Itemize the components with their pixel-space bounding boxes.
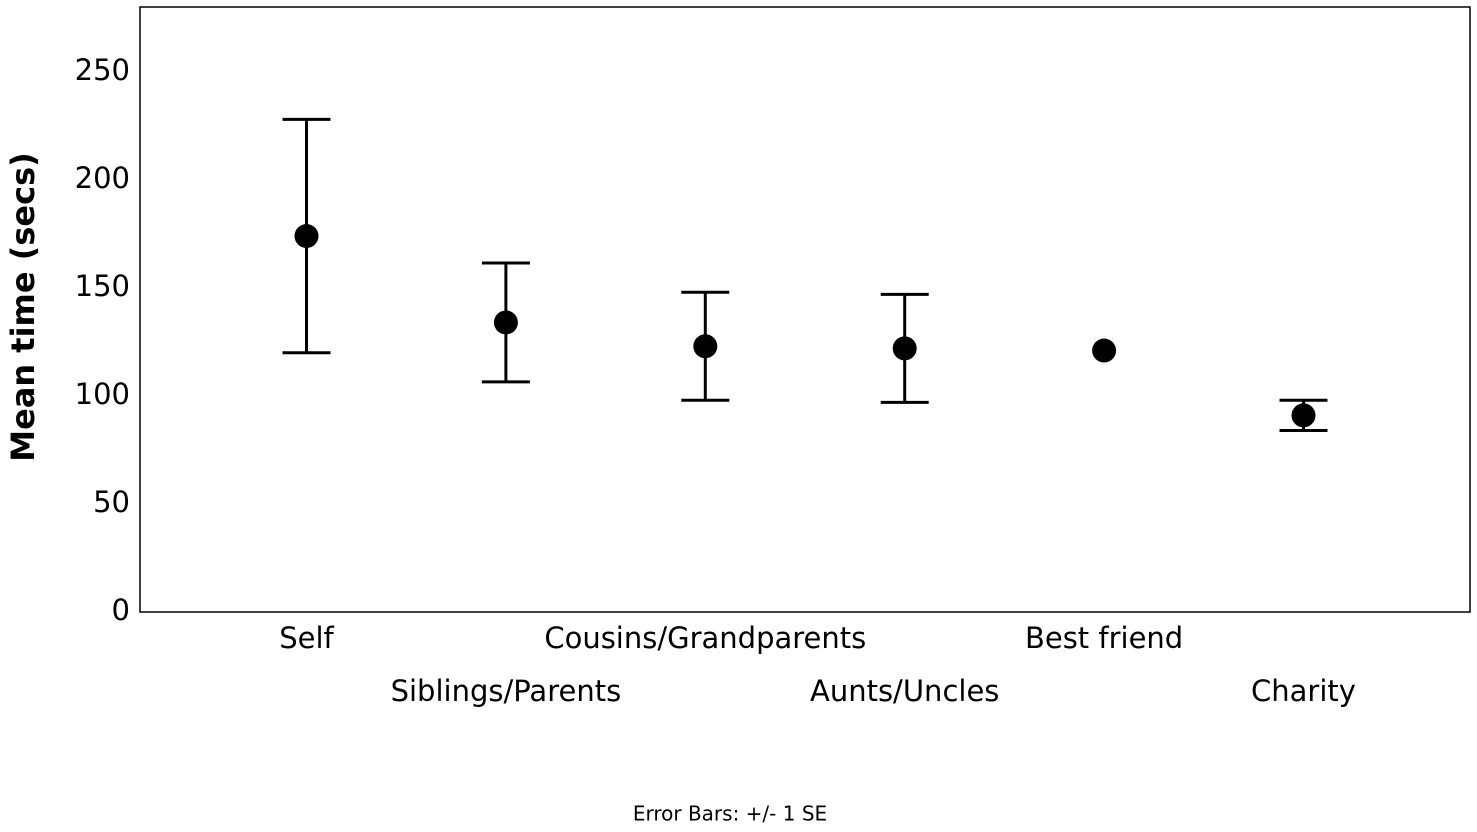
y-tick-label: 150 [75, 269, 130, 303]
point [493, 310, 518, 335]
y-tick-label: 200 [75, 161, 130, 195]
y-tick-label: 0 [112, 593, 130, 627]
x-tick-label: Cousins/Grandparents [544, 621, 866, 655]
x-tick-label: Best friend [1025, 621, 1183, 655]
y-tick-label: 50 [93, 485, 130, 519]
x-tick-label: Charity [1251, 674, 1356, 708]
point [294, 224, 319, 249]
point [1092, 338, 1117, 363]
note: Error Bars: +/- 1 SE [633, 802, 827, 826]
plot-frame [139, 6, 1471, 613]
point [693, 334, 718, 359]
y-axis-label: Mean time (secs) [4, 152, 42, 462]
y-tick-label: 250 [75, 53, 130, 87]
y-tick-label: 100 [75, 377, 130, 411]
x-tick-label: Self [279, 621, 334, 655]
x-tick-label: Siblings/Parents [391, 674, 622, 708]
point [892, 336, 917, 361]
point [1291, 403, 1316, 428]
x-tick-label: Aunts/Uncles [810, 674, 999, 708]
